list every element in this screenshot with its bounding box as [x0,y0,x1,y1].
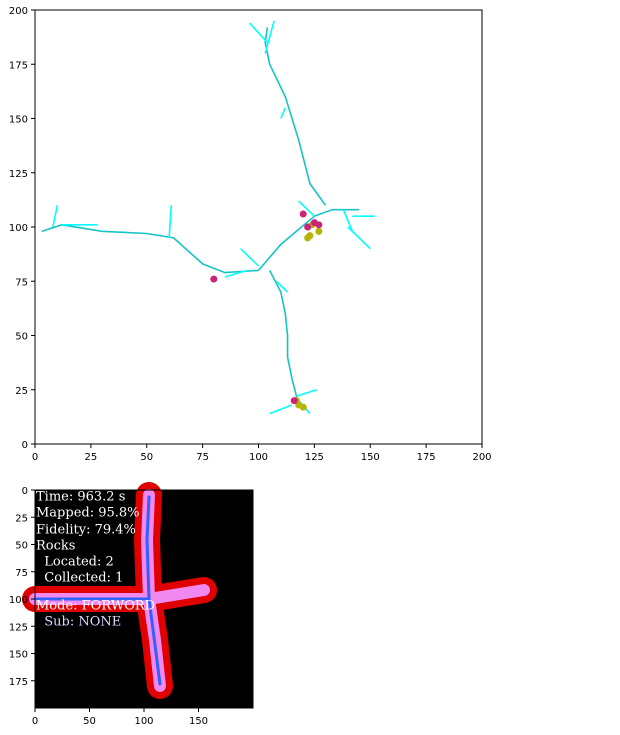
y-tick-label: 125 [9,169,28,180]
x-tick-label: 25 [85,452,98,463]
x-tick-label: 100 [134,716,153,727]
x-tick-label: 125 [305,452,324,463]
trajectory [224,269,248,278]
y-tick-label: 75 [15,568,28,579]
y-tick-label: 100 [9,223,28,234]
y-tick-label: 175 [9,677,28,688]
status-text: Collected: 1 [36,571,123,586]
y-tick-label: 25 [15,513,28,524]
status-text: Located: 2 [36,555,114,570]
status-text: Fidelity: 79.4% [36,523,136,538]
trajectory [248,22,269,44]
trajectory [275,280,289,293]
rock-point [315,227,323,235]
trajectory [298,200,315,217]
trajectory [41,224,259,274]
status-text: Time: 963.2 s [36,490,125,505]
rock-point [290,397,298,405]
x-tick-label: 150 [189,716,208,727]
y-tick-label: 50 [15,541,28,552]
y-tick-label: 100 [9,595,28,606]
x-tick-label: 50 [140,452,153,463]
trajectory [240,248,260,267]
y-tick-label: 150 [9,115,28,126]
y-tick-label: 25 [15,386,28,397]
rock-point [304,223,312,231]
trajectory [264,20,275,54]
trajectory [264,27,327,206]
trajectory [269,404,293,415]
status-text: Mapped: 95.8% [36,506,140,521]
rock-point [304,234,312,242]
trajectory [168,205,173,238]
map-layers [22,482,217,699]
y-tick-label: 0 [22,486,28,497]
axes-frame [34,9,483,445]
trajectory [342,209,354,232]
status-text: Sub: NONE [36,615,121,630]
rock-point [299,403,307,411]
y-tick-label: 0 [22,440,28,451]
x-tick-label: 50 [83,716,96,727]
axes-frame [34,489,254,709]
x-tick-label: 0 [32,716,38,727]
status-text: Mode: FORWORD [36,599,155,614]
y-tick-label: 50 [15,332,28,343]
map-image [22,482,253,708]
x-tick-label: 175 [417,452,436,463]
x-tick-label: 0 [32,452,38,463]
trajectory [268,270,300,408]
trajectory [52,205,59,228]
x-tick-label: 100 [249,452,268,463]
map-blue [147,597,162,686]
rock-point [315,221,323,229]
rock-point [299,210,307,218]
status-text: Rocks [36,539,75,554]
x-tick-label: 150 [361,452,380,463]
trajectory [280,107,287,119]
y-tick-label: 125 [9,622,28,633]
map-blue [35,495,151,601]
y-tick-label: 75 [15,277,28,288]
x-tick-label: 200 [472,452,491,463]
trajectory [296,388,317,398]
rock-point [210,275,218,283]
y-tick-label: 200 [9,6,28,17]
y-tick-label: 175 [9,60,28,71]
x-tick-label: 75 [196,452,209,463]
map-pink [143,584,210,605]
y-tick-label: 150 [9,650,28,661]
